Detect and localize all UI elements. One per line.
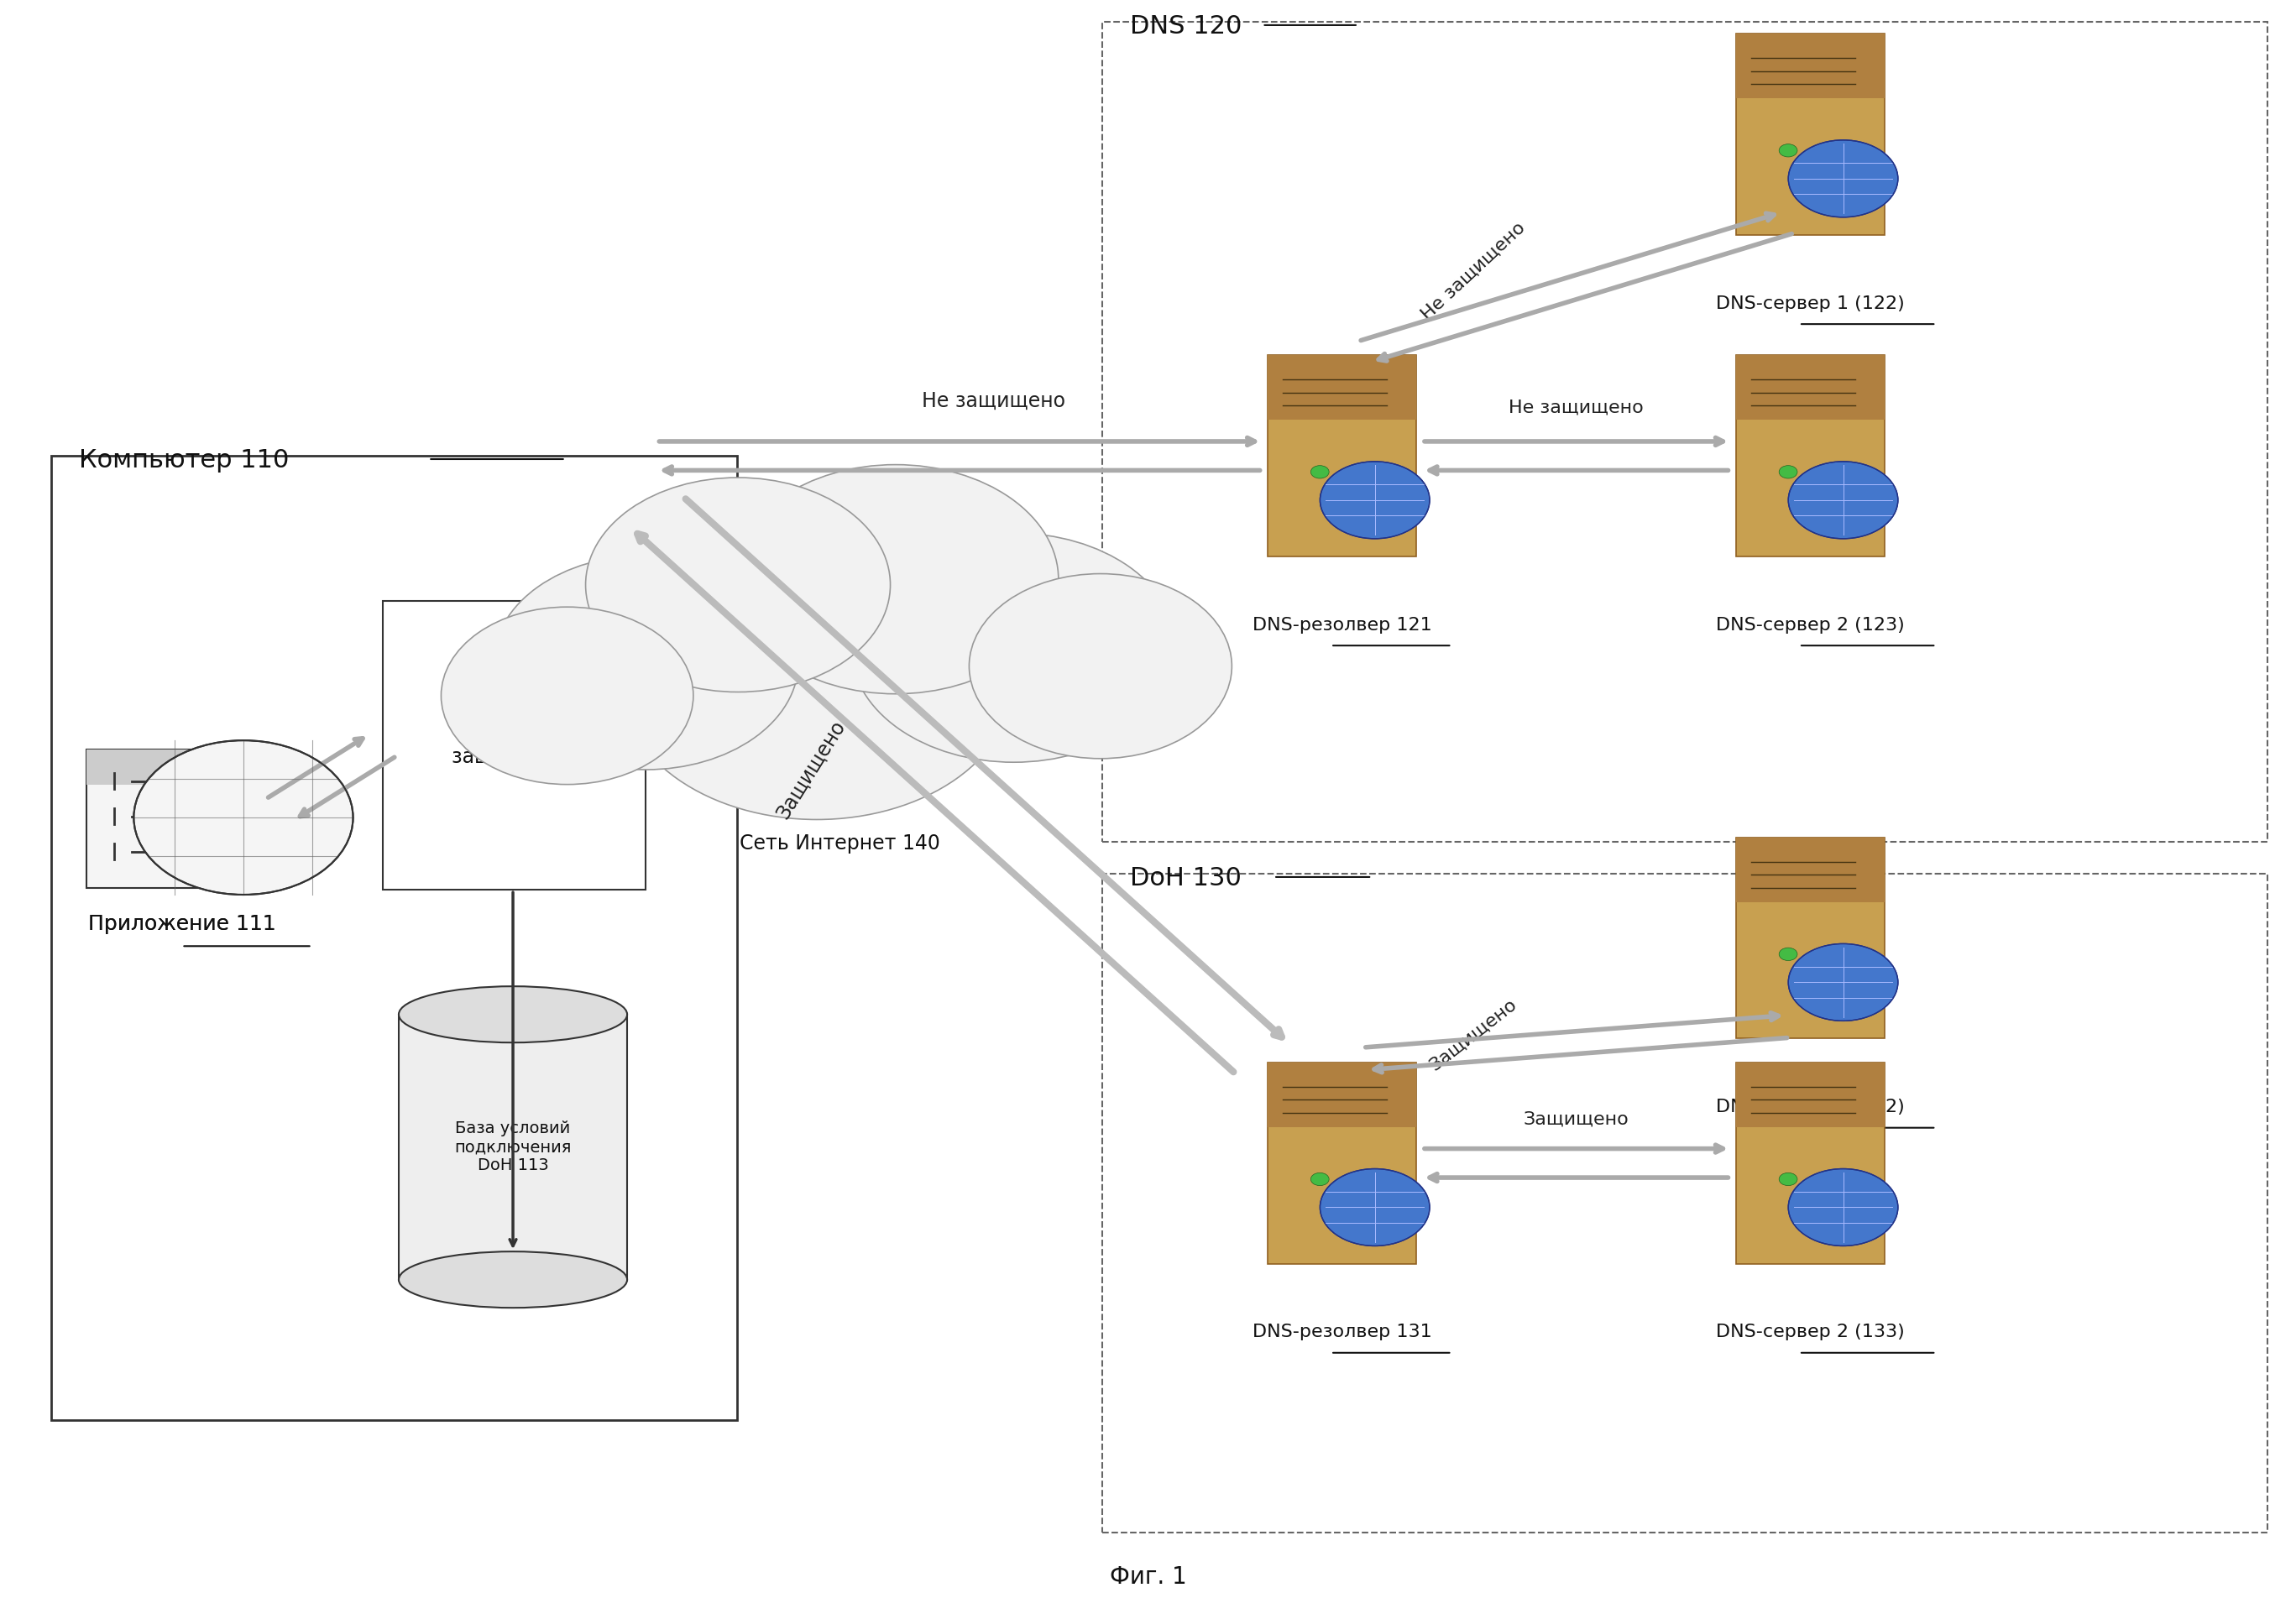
Text: Средство
защиты 112: Средство защиты 112 [452,724,576,767]
FancyBboxPatch shape [1736,34,1885,235]
Circle shape [1311,1172,1329,1185]
Text: Приложение 111: Приложение 111 [87,915,276,934]
Circle shape [1320,461,1430,539]
Circle shape [732,465,1058,695]
Circle shape [133,740,354,895]
Text: DNS-сервер 2 (123): DNS-сервер 2 (123) [1715,617,1906,633]
FancyBboxPatch shape [400,1015,627,1279]
Circle shape [1320,1169,1430,1247]
Circle shape [441,607,693,785]
Text: Фиг. 1: Фиг. 1 [1109,1566,1187,1590]
Text: Не защищено: Не защищено [1508,398,1644,416]
Circle shape [1779,1172,1798,1185]
FancyBboxPatch shape [1736,1062,1885,1263]
Circle shape [1779,947,1798,960]
Circle shape [620,542,1015,819]
Text: Защищено: Защищено [1525,1111,1630,1128]
Circle shape [1789,944,1899,1022]
Text: Компьютер 110: Компьютер 110 [78,448,289,473]
Circle shape [1789,139,1899,217]
FancyBboxPatch shape [1267,356,1417,419]
FancyBboxPatch shape [1736,1062,1885,1127]
Ellipse shape [400,986,627,1043]
FancyBboxPatch shape [1267,1062,1417,1127]
Text: Защищено: Защищено [774,717,850,822]
Circle shape [1789,461,1899,539]
Text: База условий
подключения
DoH 113: База условий подключения DoH 113 [455,1120,572,1174]
FancyBboxPatch shape [87,750,280,889]
Circle shape [585,478,891,691]
Text: DNS-резолвер 131: DNS-резолвер 131 [1251,1324,1433,1341]
FancyBboxPatch shape [1267,356,1417,557]
FancyBboxPatch shape [1736,34,1885,99]
FancyBboxPatch shape [1736,837,1885,902]
Text: Не защищено: Не защищено [1419,219,1529,324]
FancyBboxPatch shape [1736,356,1885,419]
Ellipse shape [400,1251,627,1308]
Circle shape [969,573,1233,759]
Text: DNS-резолвер 121: DNS-резолвер 121 [1251,617,1433,633]
Text: DNS-сервер 2 (133): DNS-сервер 2 (133) [1715,1324,1906,1341]
Circle shape [494,555,799,769]
Circle shape [852,533,1176,763]
Text: Приложение 111: Приложение 111 [87,915,276,934]
FancyBboxPatch shape [1267,1062,1417,1263]
Text: Защищено: Защищено [1426,996,1520,1073]
Text: DoH 130: DoH 130 [1130,866,1242,890]
Text: DNS 120: DNS 120 [1130,15,1242,39]
Text: DNS-сервер 1 (132): DNS-сервер 1 (132) [1715,1099,1906,1115]
FancyBboxPatch shape [1736,356,1885,557]
Circle shape [1311,466,1329,478]
FancyBboxPatch shape [87,750,280,785]
Text: DNS-сервер 1 (122): DNS-сервер 1 (122) [1715,295,1906,312]
Circle shape [1779,466,1798,478]
Circle shape [1779,144,1798,157]
FancyBboxPatch shape [1736,837,1885,1038]
Text: Не защищено: Не защищено [923,390,1065,411]
Text: Сеть Интернет 140: Сеть Интернет 140 [739,834,939,853]
Circle shape [1789,1169,1899,1247]
